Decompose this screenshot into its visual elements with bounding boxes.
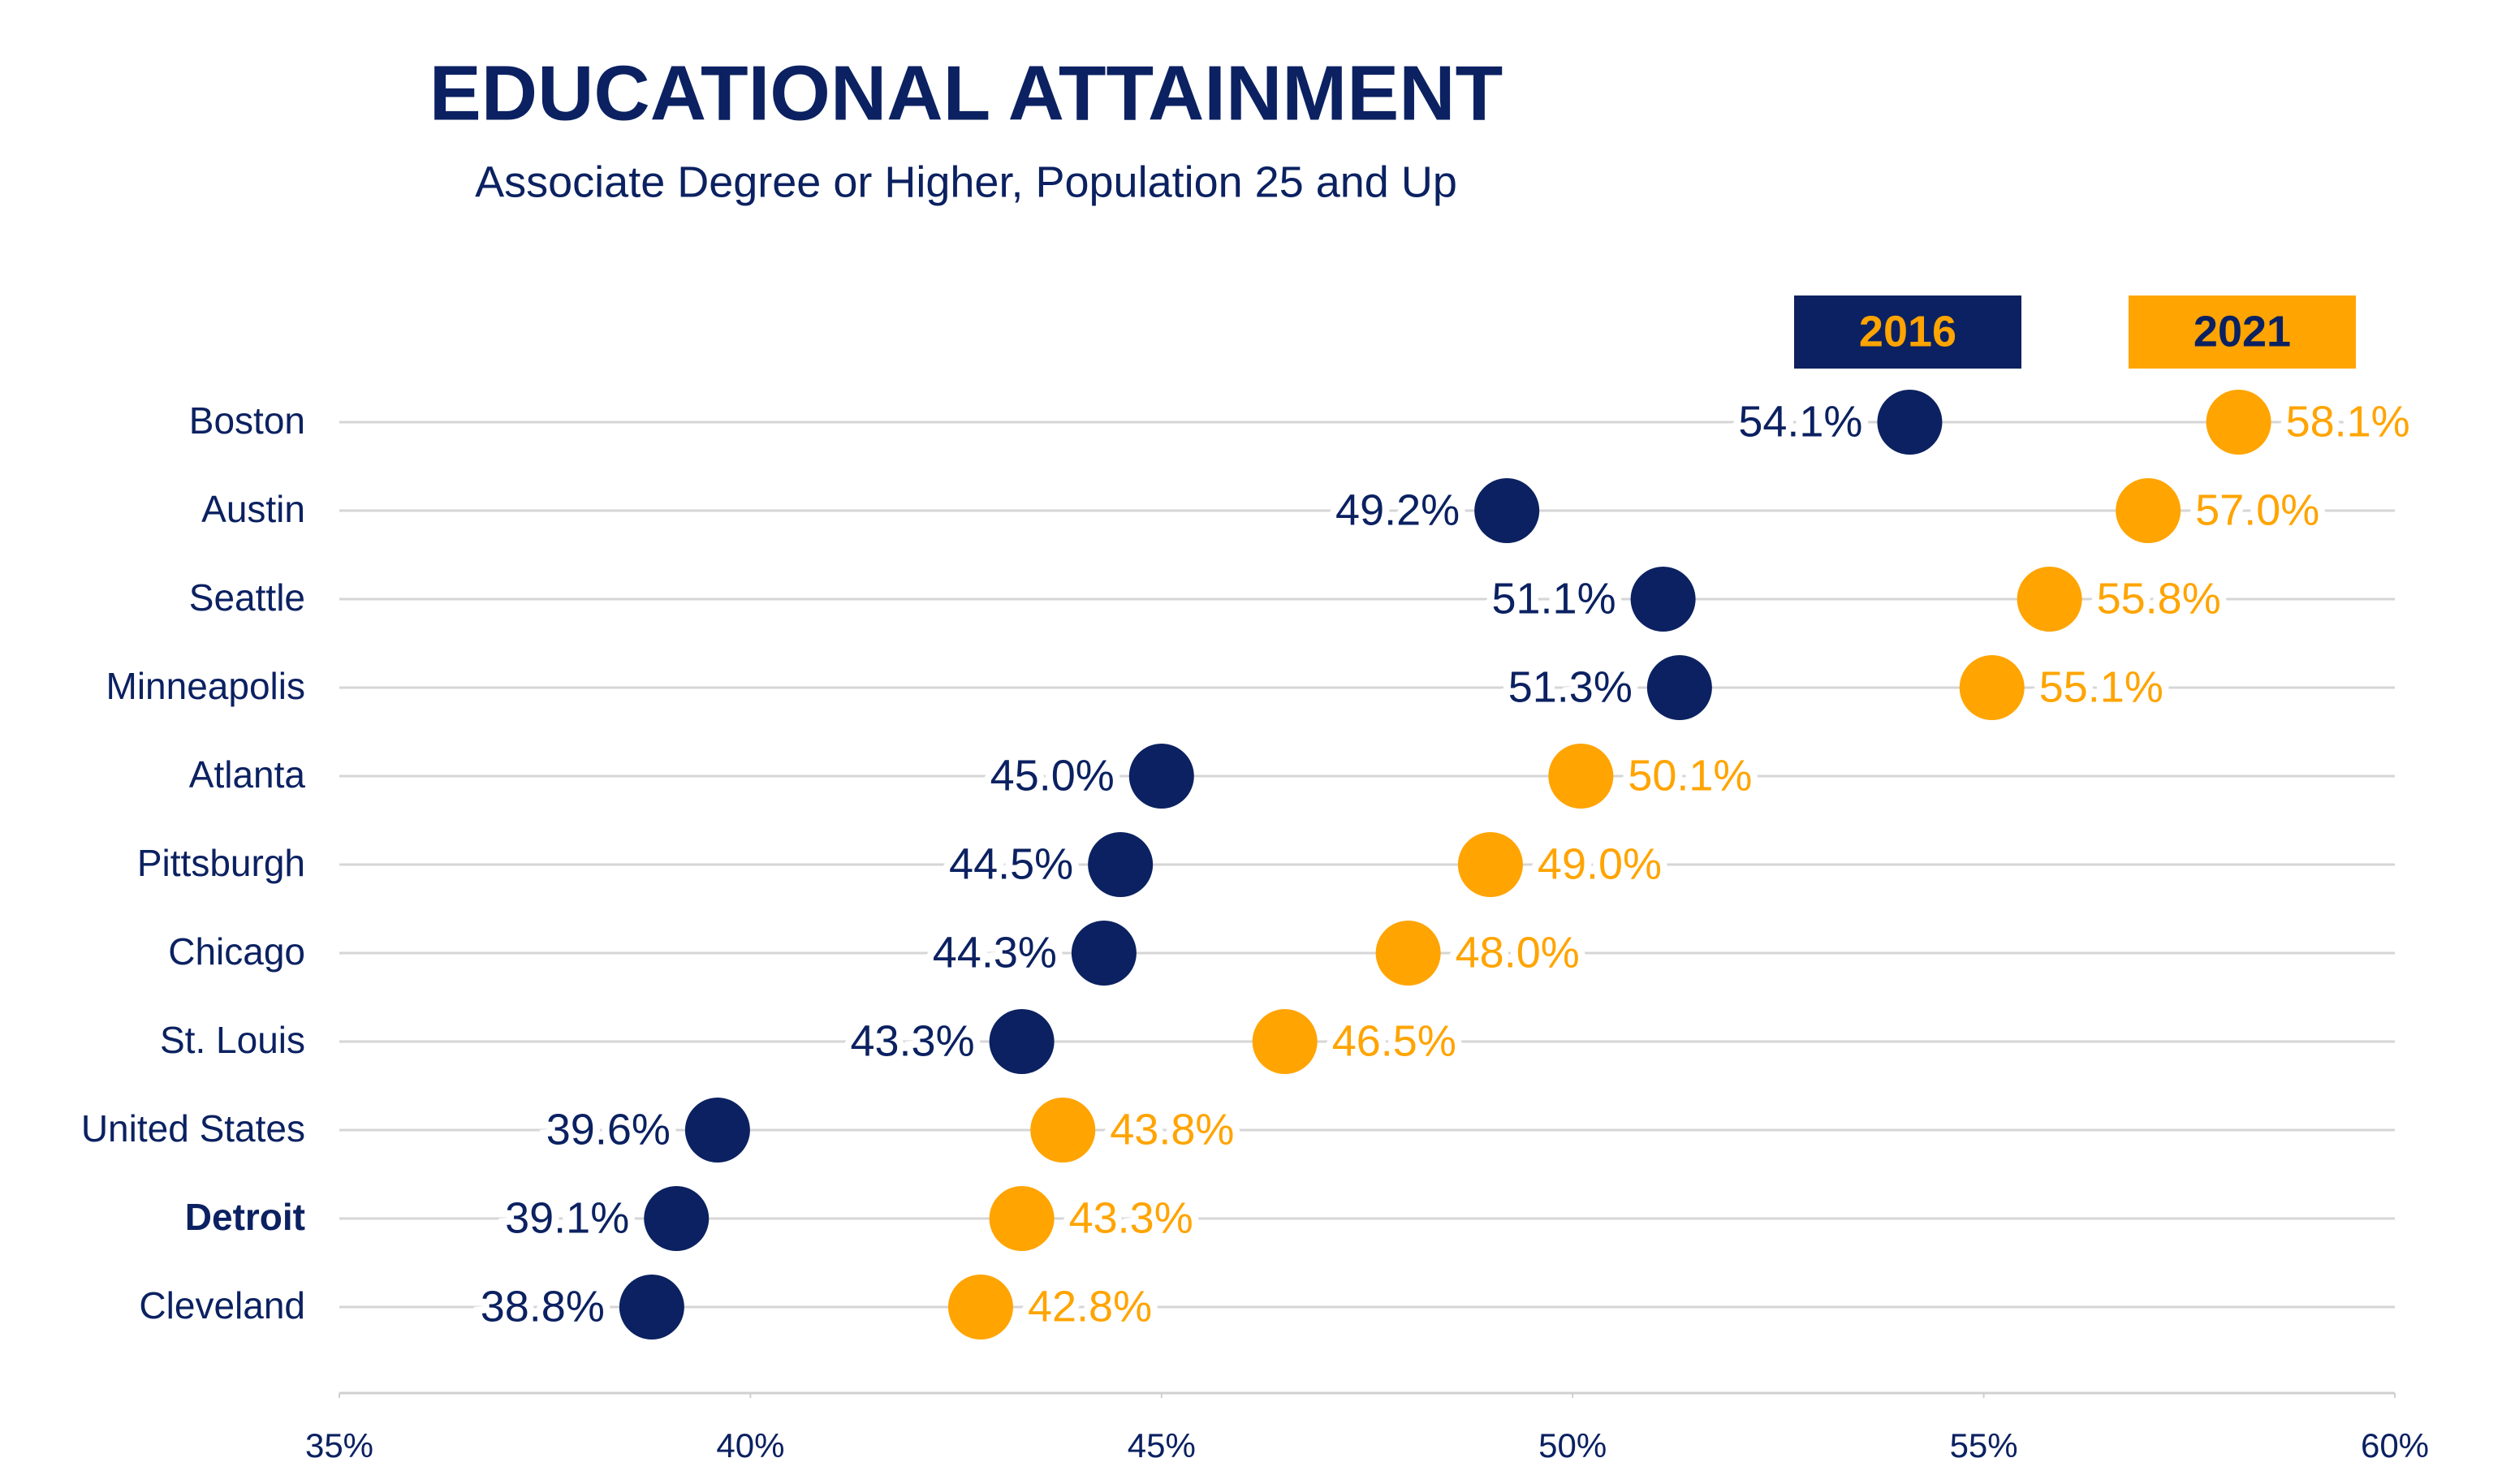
category-label: Cleveland (139, 1284, 305, 1327)
value-label: 58.1% (2286, 397, 2410, 446)
chart-subtitle: Associate Degree or Higher, Population 2… (475, 157, 1457, 206)
value-label: 49.2% (1335, 485, 1460, 534)
dot (2116, 478, 2181, 543)
dot (989, 1186, 1055, 1251)
value-label: 43.3% (850, 1016, 974, 1065)
dot (947, 1275, 1013, 1339)
category-label: Atlanta (189, 753, 306, 796)
dot (1252, 1009, 1318, 1074)
dot (644, 1186, 710, 1251)
x-tick-label: 45% (1128, 1426, 1196, 1465)
x-tick-label: 55% (1950, 1426, 2018, 1465)
value-label: 44.3% (933, 928, 1057, 977)
category-label: Detroit (185, 1196, 305, 1238)
legend-label: 2021 (2194, 307, 2291, 356)
dot (989, 1009, 1055, 1074)
dot (1375, 921, 1441, 986)
dot (1457, 832, 1523, 897)
dot (2206, 390, 2271, 455)
dot (619, 1275, 684, 1339)
x-tick-label: 50% (1538, 1426, 1607, 1465)
dot (1646, 655, 1712, 720)
dot (1877, 390, 1943, 455)
value-label: 54.1% (1738, 397, 1862, 446)
category-label: Pittsburgh (137, 842, 305, 884)
value-label: 55.8% (2097, 574, 2221, 623)
value-label: 45.0% (990, 751, 1115, 800)
x-tick-label: 40% (716, 1426, 784, 1465)
category-label: Chicago (168, 930, 305, 973)
dot (1071, 921, 1137, 986)
category-label: Seattle (189, 576, 305, 619)
dot (1630, 567, 1696, 632)
value-label: 55.1% (2039, 662, 2163, 711)
value-label: 39.1% (505, 1193, 629, 1242)
category-label: Boston (189, 399, 305, 442)
legend-swatch (2129, 296, 2356, 369)
dot (1548, 744, 1614, 809)
value-label: 42.8% (1028, 1282, 1152, 1331)
value-label: 49.0% (1538, 839, 1662, 888)
value-label: 38.8% (481, 1282, 605, 1331)
dot (1088, 832, 1154, 897)
dot (684, 1098, 750, 1163)
legend-label: 2016 (1859, 307, 1956, 356)
value-label: 39.6% (546, 1105, 671, 1154)
legend-swatch (1794, 296, 2021, 369)
category-label: United States (81, 1107, 305, 1150)
category-label: Minneapolis (106, 665, 305, 707)
value-label: 46.5% (1332, 1016, 1456, 1065)
value-label: 48.0% (1456, 928, 1580, 977)
dot (1128, 744, 1194, 809)
dot (1030, 1098, 1096, 1163)
value-label: 51.1% (1491, 574, 1616, 623)
value-label: 50.1% (1628, 751, 1752, 800)
category-label: St. Louis (160, 1019, 305, 1061)
x-tick-label: 35% (305, 1426, 373, 1465)
chart-title: EDUCATIONAL ATTAINMENT (429, 50, 1503, 136)
dot (2017, 567, 2082, 632)
value-label: 57.0% (2195, 485, 2319, 534)
value-label: 51.3% (1508, 662, 1633, 711)
category-label: Austin (201, 488, 305, 530)
value-label: 43.8% (1110, 1105, 1234, 1154)
dot (1959, 655, 2025, 720)
value-label: 43.3% (1069, 1193, 1193, 1242)
dot (1474, 478, 1540, 543)
value-label: 44.5% (949, 839, 1073, 888)
x-tick-label: 60% (2361, 1426, 2429, 1465)
